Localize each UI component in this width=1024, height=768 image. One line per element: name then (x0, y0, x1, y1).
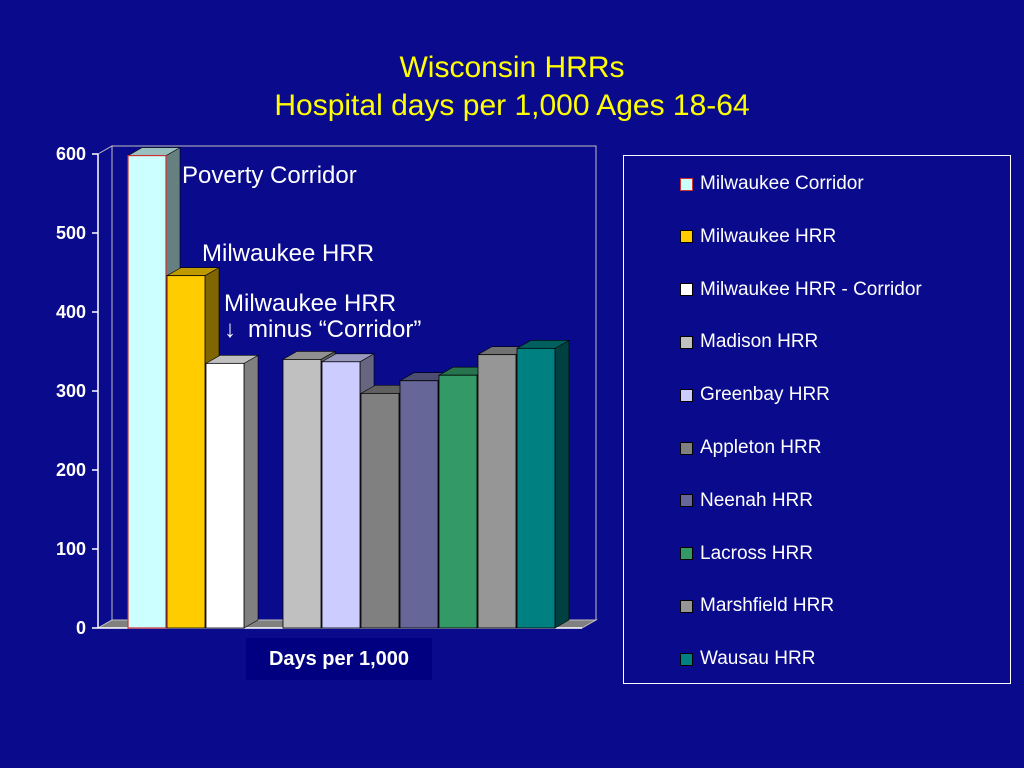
legend-swatch (680, 388, 693, 402)
legend-item: Neenah HRR (680, 489, 813, 513)
bar-side-wausau-hrr (554, 339, 570, 629)
legend-item: Milwaukee Corridor (680, 172, 864, 196)
bar-milwaukee-hrr-corridor (205, 362, 245, 629)
y-tick-label: 500 (56, 223, 86, 243)
annotation-minus-corridor-line2: minus “Corridor” (248, 316, 422, 343)
y-tick-label: 0 (76, 618, 86, 638)
legend-swatch (680, 652, 693, 666)
legend-item: Marshfield HRR (680, 594, 834, 618)
chart-legend: Milwaukee Corridor Milwaukee HRR Milwaukee… (623, 155, 1011, 684)
legend-item: Greenbay HRR (680, 383, 830, 407)
legend-swatch (680, 335, 693, 349)
bar-marshfield-hrr (477, 354, 517, 629)
y-tick-label: 200 (56, 460, 86, 480)
bar-side-milwaukee-hrr-corridor (243, 354, 259, 629)
down-arrow-icon: ↓ (224, 316, 236, 343)
legend-swatch (680, 283, 693, 297)
legend-swatch (680, 177, 693, 191)
bar-appleton-hrr (360, 392, 400, 629)
x-axis-label: Days per 1,000 (246, 638, 432, 680)
y-tick-label: 400 (56, 302, 86, 322)
legend-label: Greenbay HRR (700, 384, 830, 406)
legend-swatch (680, 441, 693, 455)
side-wall (97, 145, 113, 629)
chart-subtitle: Hospital days per 1,000 Ages 18-64 (274, 89, 750, 122)
legend-label: Marshfield HRR (700, 595, 835, 617)
bar-wausau-hrr (516, 347, 556, 629)
bar-madison-hrr (282, 358, 322, 629)
legend-swatch (680, 230, 693, 244)
chart-title: Wisconsin HRRs (399, 51, 625, 84)
legend-swatch (680, 547, 693, 561)
legend-label: Wausau HRR (700, 648, 816, 670)
legend-item: Wausau HRR (680, 647, 815, 671)
legend-label: Milwaukee Corridor (700, 173, 864, 194)
legend-item: Milwaukee HRR (680, 225, 836, 249)
legend-item: Lacross HRR (680, 542, 813, 566)
legend-swatch (680, 494, 693, 508)
annotation-milwaukee-hrr: Milwaukee HRR (202, 240, 375, 267)
bar-greenbay-hrr (321, 361, 361, 629)
legend-item: Madison HRR (680, 330, 818, 354)
legend-label: Lacross HRR (700, 542, 813, 564)
legend-label: Neenah HRR (700, 489, 813, 511)
legend-item: Milwaukee HRR - Corridor (680, 278, 922, 302)
bar-milwaukee-hrr (166, 275, 206, 629)
legend-swatch (680, 599, 693, 613)
bar-milwaukee-corridor (127, 154, 167, 629)
bar-neenah-hrr (399, 380, 439, 629)
y-tick-label: 600 (56, 144, 86, 164)
annotation-poverty-corridor: Poverty Corridor (182, 162, 357, 189)
legend-label: Madison HRR (700, 331, 819, 353)
y-tick-label: 100 (56, 539, 86, 559)
legend-item: Appleton HRR (680, 436, 821, 460)
y-tick-label: 300 (56, 381, 86, 401)
legend-label: Appleton HRR (700, 437, 822, 458)
legend-label: Milwaukee HRR - Corridor (700, 278, 922, 300)
annotation-minus-corridor-line1: Milwaukee HRR (224, 290, 397, 317)
legend-label: Milwaukee HRR (700, 225, 837, 247)
bar-lacross-hrr (438, 374, 478, 629)
